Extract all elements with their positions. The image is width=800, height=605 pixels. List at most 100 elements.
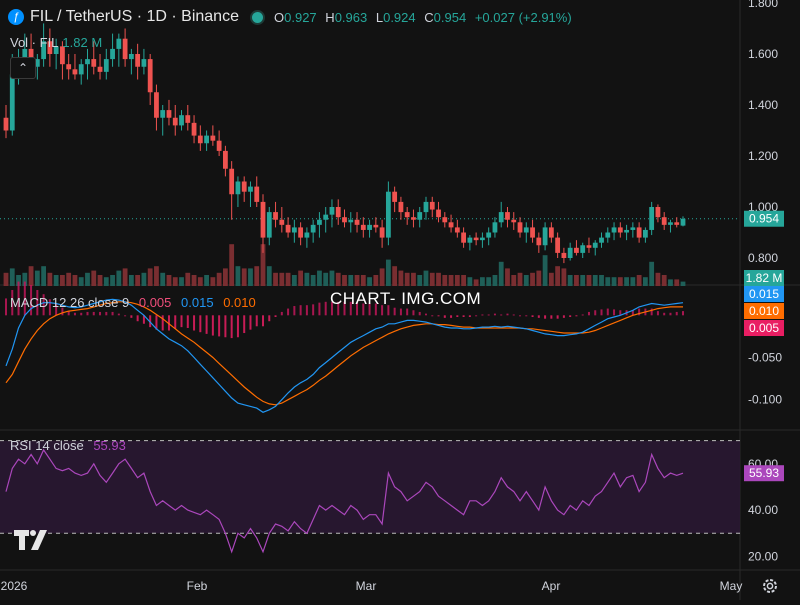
candle-body [279, 219, 285, 225]
macd-histogram-bar [638, 308, 641, 316]
volume-bar [611, 277, 617, 286]
candle-body [285, 224, 291, 233]
macd-histogram-bar [274, 315, 277, 317]
chevron-up-icon[interactable]: ⌃ [10, 57, 36, 79]
candle-body [128, 54, 134, 60]
macd-histogram-bar [180, 315, 183, 328]
volume-bar [22, 272, 28, 286]
macd-histogram-bar [562, 315, 565, 318]
candle-body [298, 227, 304, 238]
volume-bar [147, 268, 153, 286]
macd-histogram-bar [99, 311, 102, 316]
macd-histogram-bar [362, 303, 365, 316]
candle-body [197, 135, 203, 144]
candle-body [317, 219, 322, 225]
candle-body [542, 227, 548, 246]
close-key: C [424, 10, 434, 25]
macd-histogram-bar [30, 284, 33, 316]
volume-bar [266, 266, 272, 286]
volume-bar [680, 281, 686, 286]
volume-bar [442, 275, 448, 286]
candle-body [248, 186, 253, 192]
macd-histogram-bar [575, 315, 578, 317]
candle-body [78, 64, 84, 75]
candle-body [511, 219, 517, 223]
volume-bar [417, 275, 423, 286]
volume-bar [323, 272, 329, 286]
volume-bar [3, 272, 9, 286]
volume-bar [561, 268, 567, 286]
gear-icon[interactable] [760, 576, 780, 596]
candle-body [498, 212, 504, 223]
macd-histogram-bar [136, 315, 139, 322]
volume-bar [41, 266, 47, 286]
candle-body [486, 232, 492, 238]
time-tick-label: Apr [542, 579, 561, 593]
macd-histogram-bar [613, 309, 616, 316]
candle-body [398, 201, 404, 213]
open-key: O [274, 10, 285, 25]
macd-histogram-bar [682, 311, 684, 316]
volume-bar [53, 275, 59, 286]
tradingview-logo-icon[interactable] [14, 528, 50, 552]
ohlc-legend: O0.927 H0.963 L0.924 C0.954 +0.027 (+2.9… [274, 10, 577, 25]
low-value: 0.924 [383, 10, 416, 25]
candle-body [85, 59, 90, 65]
volume-bar [34, 270, 40, 286]
macd-histogram-bar [155, 315, 158, 330]
rsi-value-tag-label: 55.93 [749, 466, 779, 480]
market-status-icon [252, 12, 263, 23]
volume-bar [154, 266, 159, 286]
candle-body [329, 207, 335, 215]
macd-histogram-bar [544, 315, 547, 319]
volume-bar [461, 275, 467, 286]
macd-histogram-bar [186, 315, 189, 328]
macd-histogram-bar [525, 315, 528, 317]
macd-histogram-bar [80, 312, 83, 316]
volume-bar [279, 272, 285, 286]
candle-body [473, 237, 479, 241]
candle-body [229, 168, 235, 195]
volume-bar [668, 279, 673, 286]
macd-histogram-bar [412, 310, 415, 316]
macd-value-tag-label: 0.015 [749, 287, 779, 301]
macd-histogram-bar [117, 313, 120, 316]
volume-bar [624, 277, 629, 286]
macd-histogram-bar [619, 310, 622, 316]
macd-histogram-bar [450, 315, 453, 318]
macd-legend[interactable]: MACD 12 26 close 9 0.005 0.015 0.010 [10, 295, 256, 310]
symbol-title[interactable]: FIL / TetherUS · 1D · Binance [30, 8, 239, 25]
macd-histogram-bar [356, 302, 359, 316]
candle-body [354, 219, 360, 225]
volume-bar [555, 266, 561, 286]
volume-bar [197, 277, 203, 286]
volume-bar [473, 279, 479, 286]
volume-bar [411, 272, 416, 286]
macd-histogram-bar [167, 315, 170, 331]
watermark: CHART- IMG.COM [330, 289, 482, 308]
volume-bar [160, 272, 166, 286]
macd-histogram-bar [581, 314, 584, 316]
candle-body [3, 117, 9, 131]
macd-histogram-bar [268, 315, 271, 322]
macd-hist-value: 0.005 [138, 295, 172, 310]
candle-body [523, 227, 529, 233]
volume-bar [580, 275, 586, 286]
macd-histogram-bar [299, 305, 302, 316]
volume-bar [304, 272, 310, 286]
volume-value: 1.82 M [62, 35, 103, 50]
rsi-legend[interactable]: RSI 14 close 55.93 [10, 438, 126, 453]
candle-body [110, 48, 115, 60]
macd-histogram-bar [493, 313, 496, 316]
volume-bar [511, 275, 517, 286]
volume-bar [367, 277, 372, 286]
volume-legend[interactable]: Vol · FIL 1.82 M [10, 35, 102, 50]
macd-histogram-bar [330, 301, 333, 316]
macd-tick-label: -0.100 [748, 393, 782, 407]
macd-histogram-bar [11, 290, 14, 316]
candle-body [630, 227, 636, 230]
volume-tag-label: 1.82 M [746, 271, 783, 285]
candle-body [47, 41, 53, 54]
volume-bar [110, 275, 115, 286]
